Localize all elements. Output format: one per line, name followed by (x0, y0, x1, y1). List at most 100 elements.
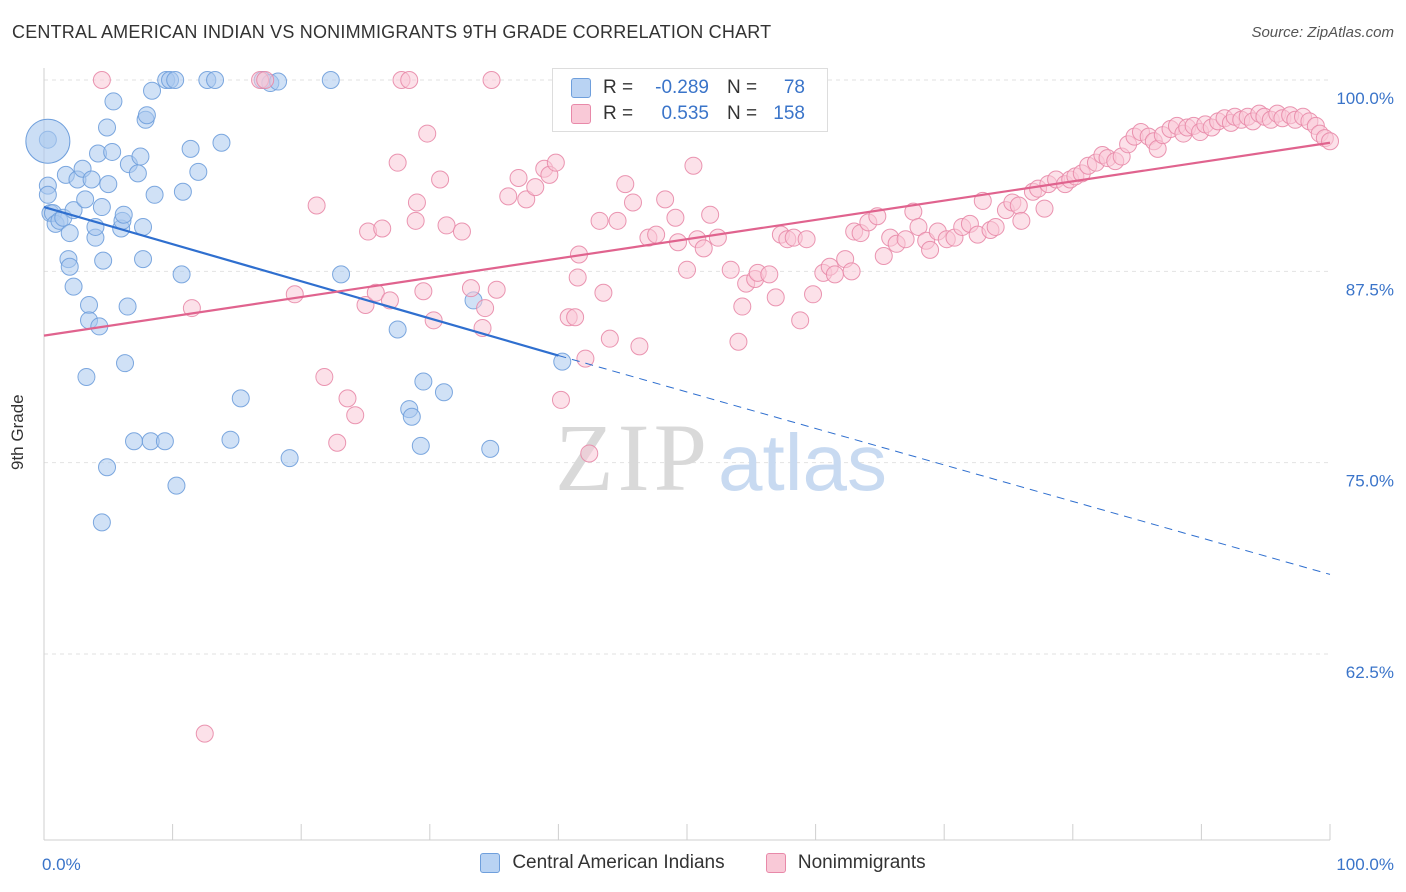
legend-swatch-pink (765, 853, 786, 873)
data-point (729, 332, 748, 351)
x-tick-label: 100.0% (1336, 855, 1394, 874)
chart-title: CENTRAL AMERICAN INDIAN VS NONIMMIGRANTS… (12, 22, 772, 42)
data-point (172, 265, 191, 284)
data-point (92, 71, 111, 89)
data-point (280, 449, 299, 468)
data-point (366, 283, 385, 302)
n-value: 158 (773, 103, 805, 124)
data-point (76, 190, 95, 209)
data-point (134, 250, 153, 269)
data-point (590, 211, 609, 230)
data-point (332, 265, 351, 284)
data-point (623, 193, 642, 212)
data-point (285, 285, 304, 304)
data-point (307, 196, 326, 215)
data-point (701, 205, 720, 224)
n-label: N = (727, 103, 758, 124)
data-point (116, 354, 135, 373)
data-point (874, 247, 893, 266)
data-point (896, 230, 915, 249)
data-point (666, 208, 685, 227)
data-point (411, 436, 430, 455)
data-point (434, 383, 453, 402)
data-point (118, 297, 137, 316)
data-point (315, 367, 334, 386)
data-point (131, 147, 150, 166)
data-point (600, 329, 619, 348)
legend-label: Nonimmigrants (797, 852, 926, 873)
data-point (487, 280, 506, 299)
data-point (99, 175, 118, 194)
data-point (388, 153, 407, 172)
bottom-legend: Central American Indians Nonimmigrants (0, 852, 1406, 879)
data-point (231, 389, 250, 408)
data-point (328, 433, 347, 452)
trend-line-nonimmigrants (43, 141, 1331, 337)
data-point (566, 308, 585, 327)
data-point (616, 175, 635, 194)
stats-legend: R = -0.289 N = 78 R = 0.535 N = 158 (552, 68, 828, 132)
data-point (526, 178, 545, 197)
data-point (104, 92, 123, 111)
data-point (195, 724, 214, 743)
data-point (553, 352, 572, 371)
r-value: 0.535 (661, 103, 709, 124)
data-point (909, 217, 928, 236)
data-point (842, 262, 861, 281)
data-point (1035, 199, 1054, 218)
data-point (551, 390, 570, 409)
data-point (431, 170, 450, 189)
data-point (92, 198, 111, 217)
data-point (155, 432, 174, 451)
watermark: ZIP atlas (555, 404, 887, 511)
y-tick-label: 100.0% (1336, 89, 1394, 108)
data-point (766, 288, 785, 307)
data-point (128, 164, 147, 183)
r-value: -0.289 (655, 77, 709, 98)
stats-row-central-american-indians: R = -0.289 N = 78 (571, 76, 805, 100)
trend-lines (43, 141, 1331, 575)
data-point (82, 170, 101, 189)
data-point (973, 191, 992, 210)
r-label: R = (603, 103, 634, 124)
data-point (189, 162, 208, 181)
data-point (212, 133, 231, 152)
data-point (452, 222, 471, 241)
data-point (60, 224, 79, 243)
data-point (476, 299, 495, 318)
data-point (733, 297, 752, 316)
data-point (694, 239, 713, 258)
y-tick-label: 87.5% (1346, 280, 1394, 299)
legend-item-central-american-indians: Central American Indians (480, 852, 725, 874)
data-point (406, 211, 425, 230)
data-point (137, 106, 156, 125)
data-point (64, 277, 83, 296)
data-point (804, 285, 823, 304)
stats-swatch-blue (571, 78, 591, 98)
tick-labels: 62.5% 75.0% 87.5% 100.0% 0.0% 100.0% (42, 89, 1394, 874)
data-point (797, 230, 816, 249)
data-point (1009, 196, 1028, 215)
data-point (92, 513, 111, 532)
data-point (400, 71, 419, 89)
data-point (825, 265, 844, 284)
data-point (98, 118, 117, 137)
data-point (402, 407, 421, 426)
data-point (481, 439, 500, 458)
data-point (38, 185, 57, 204)
x-tick-label: 0.0% (42, 855, 81, 874)
y-tick-label: 75.0% (1346, 472, 1394, 491)
stats-swatch-pink (571, 104, 591, 124)
data-point (114, 205, 133, 224)
source-label: Source: ZipAtlas.com (1251, 24, 1394, 41)
data-point (517, 190, 536, 209)
data-point (986, 217, 1005, 236)
legend-item-nonimmigrants: Nonimmigrants (765, 852, 926, 874)
data-point (407, 193, 426, 212)
data-point (206, 71, 225, 89)
data-point (594, 283, 613, 302)
data-point (166, 71, 185, 89)
watermark-atlas: atlas (718, 418, 887, 507)
r-label: R = (603, 77, 634, 98)
data-point (418, 124, 437, 143)
